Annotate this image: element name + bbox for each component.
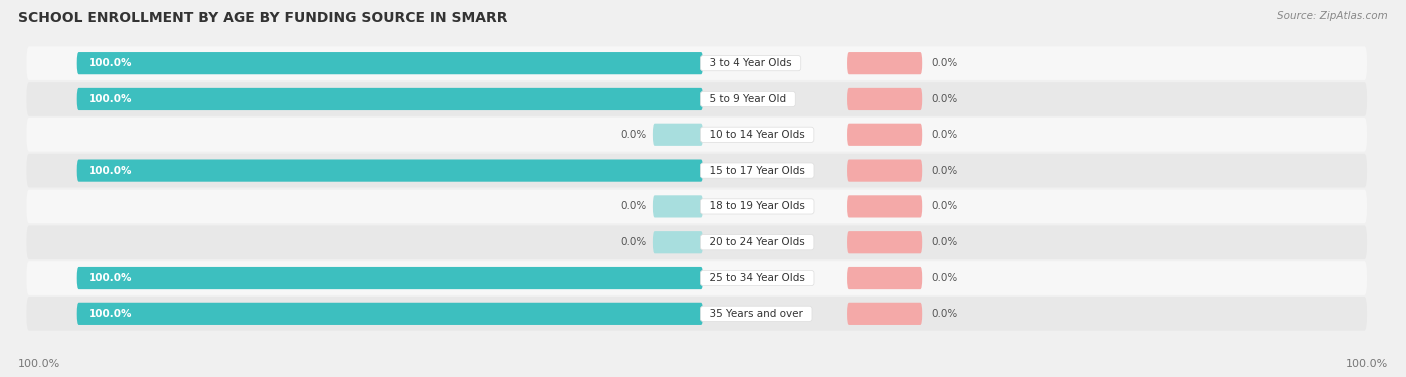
FancyBboxPatch shape [652, 231, 703, 253]
Text: 0.0%: 0.0% [620, 237, 647, 247]
FancyBboxPatch shape [846, 52, 922, 74]
Text: 100.0%: 100.0% [89, 273, 132, 283]
FancyBboxPatch shape [77, 267, 703, 289]
FancyBboxPatch shape [652, 195, 703, 218]
Text: 25 to 34 Year Olds: 25 to 34 Year Olds [703, 273, 811, 283]
Text: 0.0%: 0.0% [932, 237, 957, 247]
FancyBboxPatch shape [846, 303, 922, 325]
Text: 0.0%: 0.0% [932, 58, 957, 68]
Text: 0.0%: 0.0% [932, 166, 957, 176]
FancyBboxPatch shape [27, 261, 1367, 295]
Text: 100.0%: 100.0% [1346, 359, 1388, 369]
Text: 3 to 4 Year Olds: 3 to 4 Year Olds [703, 58, 799, 68]
FancyBboxPatch shape [77, 88, 703, 110]
FancyBboxPatch shape [846, 124, 922, 146]
FancyBboxPatch shape [846, 267, 922, 289]
FancyBboxPatch shape [846, 159, 922, 182]
Text: 0.0%: 0.0% [620, 201, 647, 211]
FancyBboxPatch shape [27, 46, 1367, 80]
Text: 100.0%: 100.0% [18, 359, 60, 369]
Text: 10 to 14 Year Olds: 10 to 14 Year Olds [703, 130, 811, 140]
Text: 100.0%: 100.0% [89, 166, 132, 176]
Text: 35 Years and over: 35 Years and over [703, 309, 810, 319]
Text: 0.0%: 0.0% [932, 94, 957, 104]
FancyBboxPatch shape [846, 88, 922, 110]
FancyBboxPatch shape [77, 159, 703, 182]
FancyBboxPatch shape [27, 82, 1367, 116]
Text: 15 to 17 Year Olds: 15 to 17 Year Olds [703, 166, 811, 176]
Text: 0.0%: 0.0% [932, 130, 957, 140]
Text: Source: ZipAtlas.com: Source: ZipAtlas.com [1277, 11, 1388, 21]
Text: 0.0%: 0.0% [932, 201, 957, 211]
FancyBboxPatch shape [846, 231, 922, 253]
Text: 18 to 19 Year Olds: 18 to 19 Year Olds [703, 201, 811, 211]
Text: 0.0%: 0.0% [620, 130, 647, 140]
FancyBboxPatch shape [77, 52, 703, 74]
Text: 0.0%: 0.0% [932, 309, 957, 319]
FancyBboxPatch shape [27, 190, 1367, 223]
FancyBboxPatch shape [27, 118, 1367, 152]
Text: 20 to 24 Year Olds: 20 to 24 Year Olds [703, 237, 811, 247]
Text: SCHOOL ENROLLMENT BY AGE BY FUNDING SOURCE IN SMARR: SCHOOL ENROLLMENT BY AGE BY FUNDING SOUR… [18, 11, 508, 25]
Text: 100.0%: 100.0% [89, 58, 132, 68]
Text: 100.0%: 100.0% [89, 94, 132, 104]
FancyBboxPatch shape [652, 124, 703, 146]
FancyBboxPatch shape [77, 303, 703, 325]
FancyBboxPatch shape [846, 195, 922, 218]
FancyBboxPatch shape [27, 154, 1367, 187]
Text: 5 to 9 Year Old: 5 to 9 Year Old [703, 94, 793, 104]
Text: 100.0%: 100.0% [89, 309, 132, 319]
FancyBboxPatch shape [27, 225, 1367, 259]
FancyBboxPatch shape [27, 297, 1367, 331]
Text: 0.0%: 0.0% [932, 273, 957, 283]
